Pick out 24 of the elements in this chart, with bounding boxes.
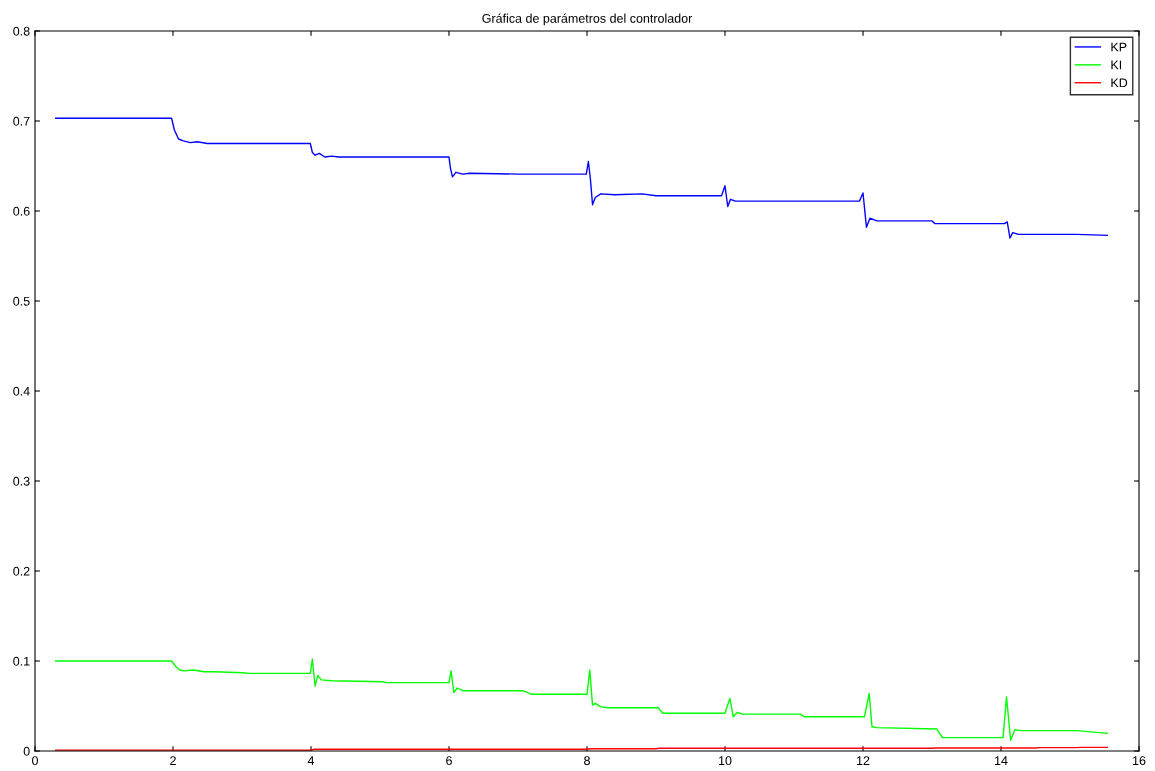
y-tick-label: 0.4 (13, 386, 30, 396)
y-tick-label: 0.6 (13, 206, 30, 216)
x-tick-label: 14 (995, 756, 1008, 765)
x-tick-label: 12 (857, 756, 870, 765)
legend-label: KD (1111, 78, 1128, 88)
x-tick-label: 4 (307, 756, 315, 765)
chart-title: Gráfica de parámetros del controlador (482, 13, 693, 26)
y-tick-label: 0.7 (13, 116, 30, 126)
line-series (55, 117, 1108, 239)
x-tick-label: 10 (719, 756, 732, 766)
x-tick-label: 6 (446, 756, 452, 766)
y-tick-label: 0.2 (13, 566, 30, 576)
legend-label: KI (1111, 60, 1122, 70)
y-tick-label: 0.1 (13, 656, 30, 666)
x-tick-label: 0 (32, 756, 38, 766)
legend-label: KP (1111, 42, 1127, 52)
y-tick-label: 0.5 (13, 296, 30, 306)
x-tick-label: 16 (1133, 756, 1146, 766)
line-series (55, 658, 1108, 741)
y-tick-label: 0.8 (13, 26, 30, 36)
y-tick-label: 0 (23, 746, 30, 756)
x-tick-label: 2 (170, 756, 176, 765)
y-tick-label: 0.3 (13, 476, 30, 486)
x-tick-label: 8 (584, 756, 590, 766)
